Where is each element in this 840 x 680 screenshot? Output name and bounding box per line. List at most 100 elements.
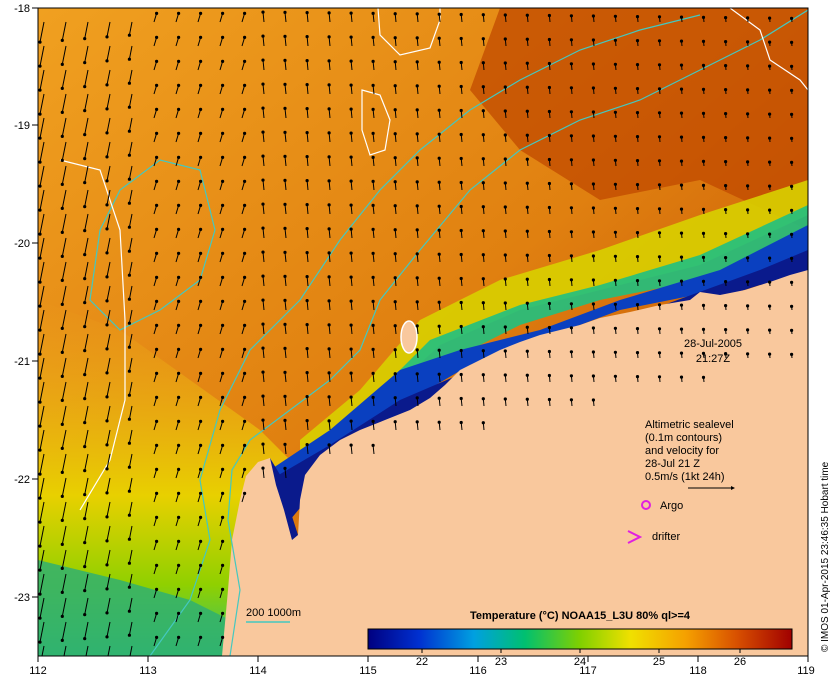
lat-tick-23: -23 [14,592,30,604]
velocity-arrow-head [60,62,64,66]
velocity-arrow [284,156,287,167]
velocity-arrow-head [83,205,87,209]
velocity-arrow-head [177,323,181,327]
velocity-arrow-head [569,278,574,282]
velocity-arrow-head [459,204,463,209]
velocity-arrow-head [243,467,247,471]
velocity-arrow-head [127,561,131,565]
velocity-arrow-head [221,59,225,64]
velocity-arrow-head [60,374,64,378]
velocity-arrow-head [503,229,507,233]
velocity-arrow-head [305,371,309,375]
velocity-arrow-head [371,227,375,231]
velocity-arrow-head [503,277,507,281]
velocity-arrow-head [60,158,64,162]
velocity-arrow [106,621,111,637]
velocity-arrow [39,405,45,427]
velocity-arrow-head [105,155,109,159]
velocity-arrow-head [60,230,64,234]
velocity-arrow-head [746,184,750,188]
velocity-arrow-head [60,638,64,643]
velocity-arrow-head [38,496,42,500]
legend-line-3: and velocity for [645,445,719,457]
velocity-arrow [61,285,67,305]
velocity-arrow-head [393,204,397,208]
velocity-arrow-head [199,395,203,399]
velocity-arrow-head [155,131,159,135]
depth-contour-1000m [149,14,701,656]
velocity-arrow-head [437,324,441,328]
velocity-arrow-head [327,203,331,207]
velocity-arrow-head [613,62,618,66]
velocity-arrow-head [60,566,64,571]
velocity-arrow-head [657,183,662,187]
velocity-arrow-head [437,372,441,376]
velocity-arrow-head [261,226,265,230]
velocity-arrow-head [591,398,596,402]
velocity-arrow-head [327,107,331,111]
velocity-arrow-head [155,35,159,40]
velocity-arrow-head [724,16,728,20]
velocity-arrow-head [746,280,750,284]
velocity-arrow-head [199,11,203,15]
velocity-arrow-head [547,373,552,378]
velocity-arrow-head [768,64,772,68]
velocity-arrow-head [155,299,159,303]
sealevel-contour-west [59,159,126,511]
velocity-arrow [84,621,89,639]
velocity-arrow-head [371,395,375,399]
velocity-arrow-head [371,203,375,207]
velocity-arrow [106,21,111,37]
velocity-arrow-head [503,349,507,353]
velocity-arrow-head [547,181,552,186]
velocity-arrow-head [243,35,247,40]
velocity-arrow-head [415,108,419,112]
lon-axis: 112 113 114 115 116 117 118 119 [29,656,815,677]
velocity-arrow-head [105,59,109,63]
velocity-arrow-head [83,517,87,521]
velocity-arrow-head [746,40,750,44]
velocity-arrow [39,621,45,643]
timestamp-time: 21:27Z [696,353,731,365]
velocity-arrow [106,453,111,469]
velocity-arrow-head [393,372,397,376]
velocity-arrow-head [127,249,131,253]
velocity-arrow [262,396,265,407]
velocity-arrow [262,204,265,215]
velocity-arrow-head [525,85,529,89]
velocity-arrow-head [525,157,529,161]
coastal-green-band [300,205,808,480]
velocity-arrow [61,165,67,185]
velocity-arrow-head [503,157,507,161]
velocity-arrow-head [155,203,159,207]
velocity-arrow-head [60,110,64,114]
velocity-arrow-head [724,88,728,92]
velocity-arrow-head [155,419,159,423]
velocity-arrow-head [155,635,159,640]
velocity-arrow-head [679,375,684,379]
velocity-arrow-head [243,491,247,495]
velocity-arrow-head [525,325,529,329]
velocity-arrow-head [569,38,574,42]
velocity-arrow-head [790,328,794,332]
velocity-arrow-head [635,327,640,331]
velocity-arrow-head [679,279,684,283]
velocity-arrow-head [60,494,64,498]
lat-tick-20: -20 [14,238,30,250]
velocity-arrow [128,165,133,180]
velocity-arrow-head [591,326,596,330]
velocity-arrow-head [768,112,772,116]
velocity-arrow-head [790,304,794,308]
velocity-arrow [84,285,89,303]
velocity-arrow-head [177,515,181,520]
velocity-arrow-head [261,10,265,14]
velocity-arrow-head [657,327,662,331]
velocity-arrow-head [701,375,706,379]
velocity-arrow [262,84,265,95]
velocity-arrow [39,429,45,451]
velocity-arrow-head [349,251,353,255]
velocity-arrow-head [724,352,728,356]
velocity-arrow-head [503,373,507,377]
velocity-arrow-head [199,587,203,592]
velocity-arrow-head [657,159,662,163]
